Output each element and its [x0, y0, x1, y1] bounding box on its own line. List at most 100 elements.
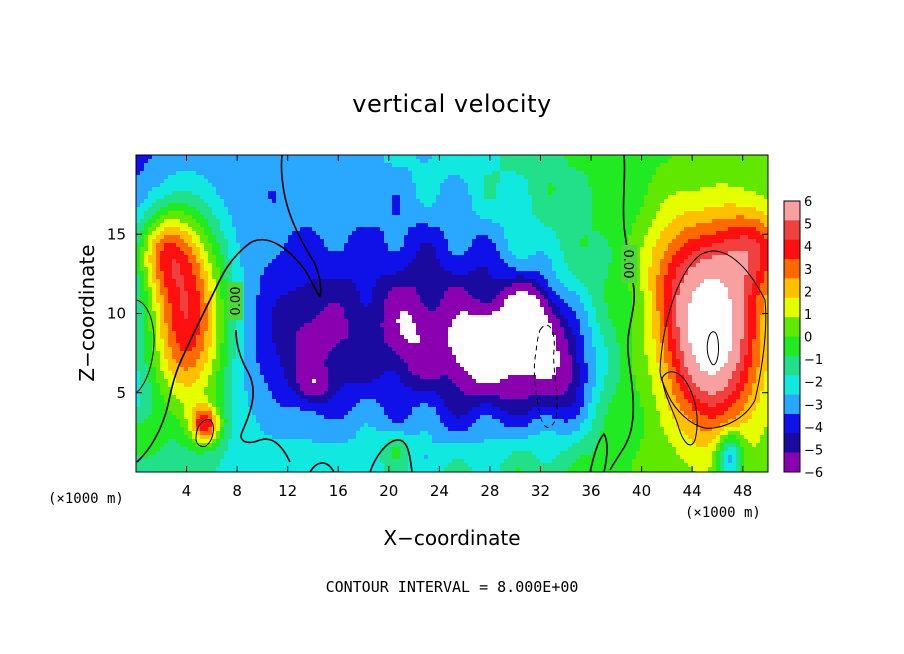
field-cell [476, 231, 481, 236]
field-cell [232, 191, 237, 196]
field-cell [224, 235, 229, 240]
field-cell [648, 231, 653, 236]
field-cell [136, 167, 141, 172]
field-cell [236, 195, 241, 200]
field-cell [712, 199, 717, 204]
field-cell [292, 175, 297, 180]
field-cell [412, 203, 417, 208]
field-cell [680, 215, 685, 220]
field-cell [228, 251, 233, 256]
field-cell [520, 199, 525, 204]
field-cell [732, 263, 737, 268]
field-cell [480, 211, 485, 216]
field-cell [700, 247, 705, 252]
field-cell [524, 191, 529, 196]
field-cell [192, 247, 197, 252]
field-cell [556, 275, 561, 280]
field-cell [528, 211, 533, 216]
field-cell [288, 259, 293, 264]
field-cell [760, 179, 765, 184]
field-cell [328, 255, 333, 260]
field-cell [524, 159, 529, 164]
field-cell [732, 235, 737, 240]
field-cell [228, 199, 233, 204]
field-cell [420, 159, 425, 164]
field-cell [156, 199, 161, 204]
field-cell [728, 227, 733, 232]
field-cell [636, 159, 641, 164]
field-cell [436, 215, 441, 220]
field-cell [332, 175, 337, 180]
field-cell [272, 275, 277, 280]
field-cell [308, 191, 313, 196]
field-cell [368, 163, 373, 168]
field-cell [480, 167, 485, 172]
field-cell [492, 203, 497, 208]
field-cell [300, 175, 305, 180]
field-cell [444, 163, 449, 168]
field-cell [348, 239, 353, 244]
field-cell [320, 279, 325, 284]
field-cell [240, 255, 245, 260]
field-cell [376, 215, 381, 220]
field-cell [276, 271, 281, 276]
field-cell [664, 207, 669, 212]
field-cell [620, 227, 625, 232]
field-cell [180, 279, 185, 284]
field-cell [688, 199, 693, 204]
field-cell [692, 175, 697, 180]
field-cell [576, 255, 581, 260]
field-cell [272, 167, 277, 172]
field-cell [204, 231, 209, 236]
field-cell [408, 203, 413, 208]
field-cell [672, 163, 677, 168]
field-cell [608, 251, 613, 256]
field-cell [460, 263, 465, 268]
field-cell [428, 275, 433, 280]
field-cell [748, 267, 753, 272]
field-cell [220, 231, 225, 236]
field-cell [512, 247, 517, 252]
field-cell [312, 211, 317, 216]
field-cell [480, 183, 485, 188]
field-cell [252, 227, 257, 232]
field-cell [224, 279, 229, 284]
field-cell [752, 275, 757, 280]
field-cell [144, 159, 149, 164]
field-cell [648, 155, 653, 160]
field-cell [596, 239, 601, 244]
field-cell [140, 207, 145, 212]
field-cell [468, 163, 473, 168]
field-cell [176, 211, 181, 216]
field-cell [440, 251, 445, 256]
field-cell [616, 199, 621, 204]
field-cell [420, 187, 425, 192]
field-cell [400, 163, 405, 168]
field-cell [552, 199, 557, 204]
field-cell [324, 187, 329, 192]
field-cell [364, 199, 369, 204]
field-cell [288, 191, 293, 196]
field-cell [348, 267, 353, 272]
field-cell [700, 159, 705, 164]
field-cell [488, 235, 493, 240]
field-cell [368, 275, 373, 280]
field-cell [568, 223, 573, 228]
field-cell [284, 235, 289, 240]
field-cell [160, 171, 165, 176]
field-cell [700, 219, 705, 224]
field-cell [596, 203, 601, 208]
field-cell [464, 191, 469, 196]
field-cell [436, 259, 441, 264]
field-cell [556, 219, 561, 224]
field-cell [480, 155, 485, 160]
field-cell [156, 207, 161, 212]
field-cell [652, 243, 657, 248]
field-cell [584, 191, 589, 196]
field-cell [264, 179, 269, 184]
field-cell [560, 191, 565, 196]
field-cell [660, 275, 665, 280]
field-cell [484, 239, 489, 244]
field-cell [728, 251, 733, 256]
field-cell [700, 203, 705, 208]
